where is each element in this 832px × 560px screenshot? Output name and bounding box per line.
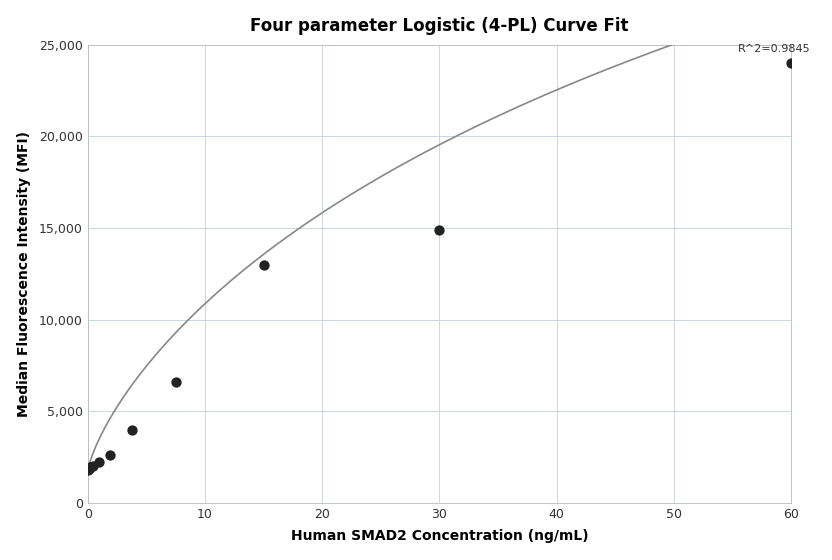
Point	[87, 461, 100, 470]
X-axis label: Human SMAD2 Concentration (ng/mL): Human SMAD2 Concentration (ng/mL)	[290, 529, 588, 543]
Point	[103, 451, 116, 460]
Point	[169, 377, 182, 386]
Point	[125, 425, 138, 434]
Title: Four parameter Logistic (4-PL) Curve Fit: Four parameter Logistic (4-PL) Curve Fit	[250, 17, 629, 35]
Y-axis label: Median Fluorescence Intensity (MFI): Median Fluorescence Intensity (MFI)	[17, 131, 31, 417]
Point	[785, 58, 798, 67]
Point	[92, 458, 106, 466]
Point	[433, 225, 446, 234]
Point	[82, 465, 96, 474]
Point	[84, 463, 97, 472]
Point	[81, 466, 94, 475]
Text: R^2=0.9845: R^2=0.9845	[738, 44, 811, 54]
Point	[257, 260, 270, 269]
